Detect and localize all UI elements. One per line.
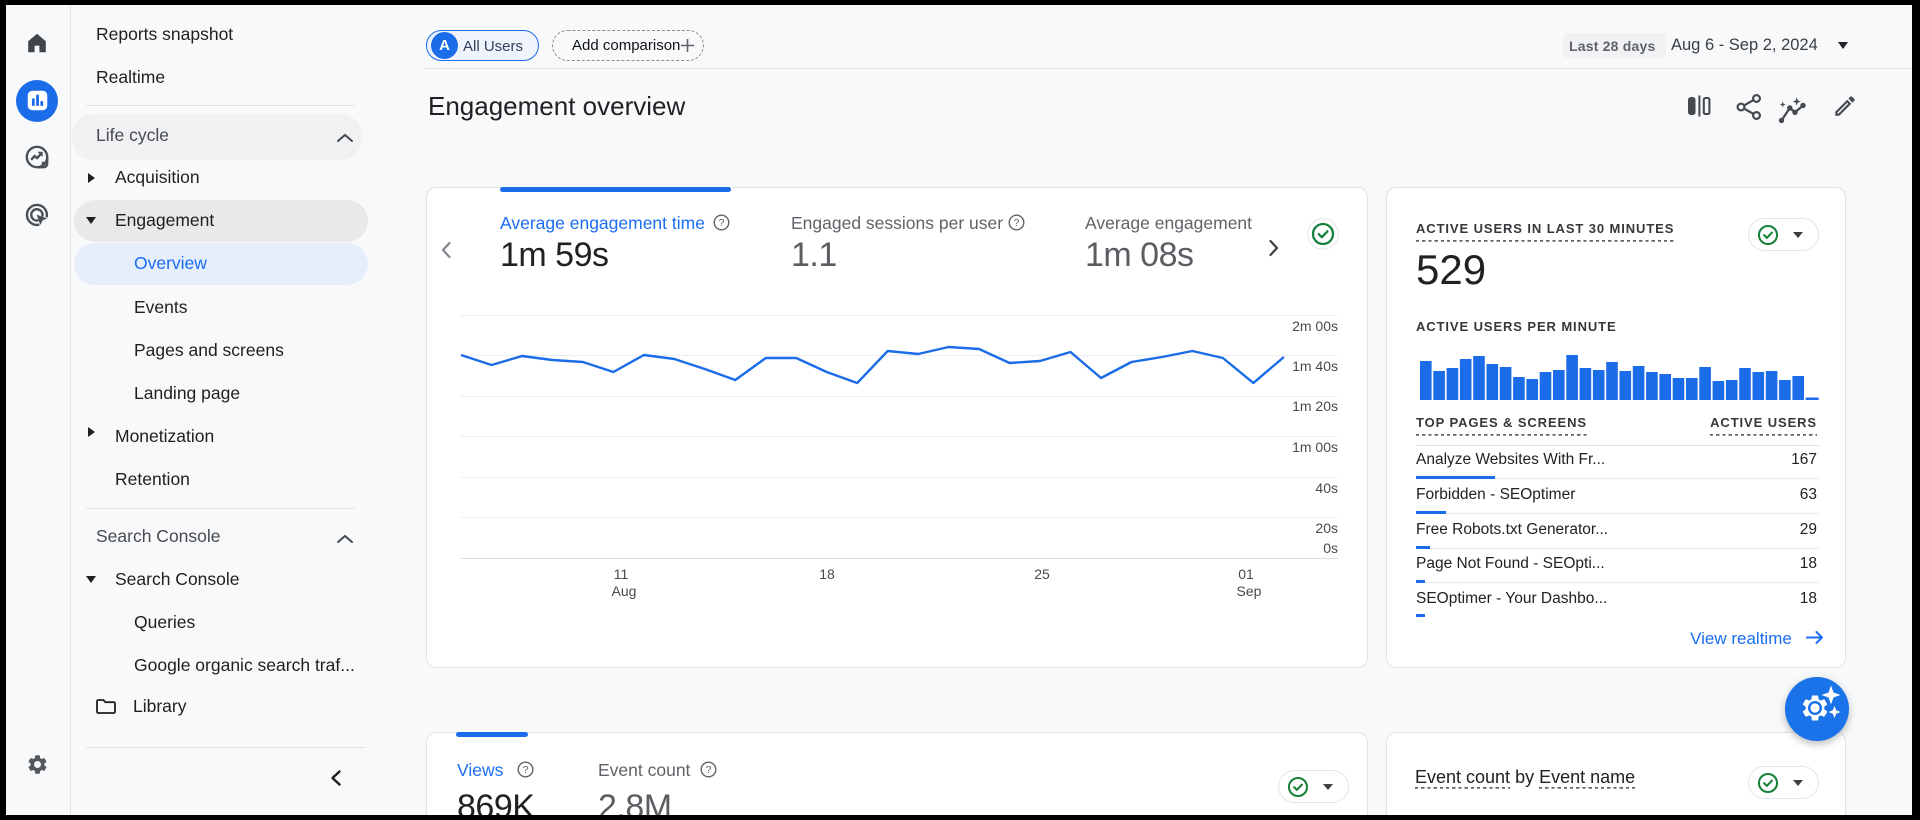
svg-text:?: ?: [706, 764, 712, 776]
svg-text:?: ?: [523, 764, 529, 776]
svg-text:?: ?: [1014, 217, 1020, 229]
svg-text:?: ?: [719, 217, 725, 229]
